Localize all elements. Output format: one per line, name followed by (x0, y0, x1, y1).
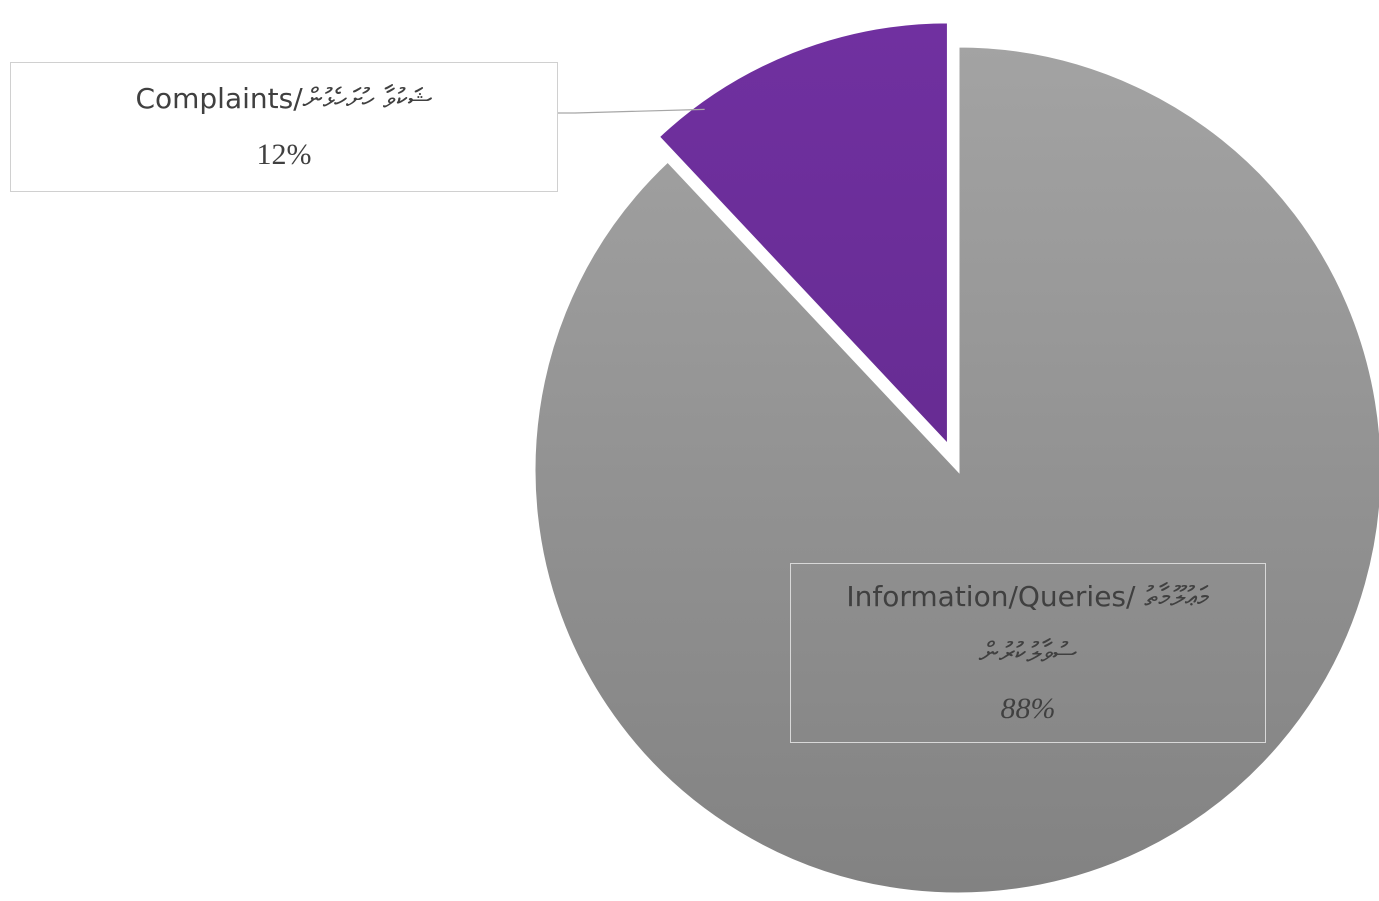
value-label: 12% (256, 138, 312, 171)
value-label: 88% (1000, 692, 1056, 725)
slice-label: Complaints/ޝަކުވާ ހުށަހެޅުން (135, 82, 433, 115)
data-label-box: Information/Queries/ މަޢުލޫމާތު ސުވާލުކު… (790, 563, 1266, 743)
slice-label: Information/Queries/ މަޢުލޫމާތު ސުވާލުކު… (846, 580, 1210, 669)
data-label-box: Complaints/ޝަކުވާ ހުށަހެޅުން 12% (10, 62, 558, 192)
leader-line (558, 108, 705, 114)
pie-slice (656, 20, 950, 450)
pie-slice (532, 44, 1379, 896)
